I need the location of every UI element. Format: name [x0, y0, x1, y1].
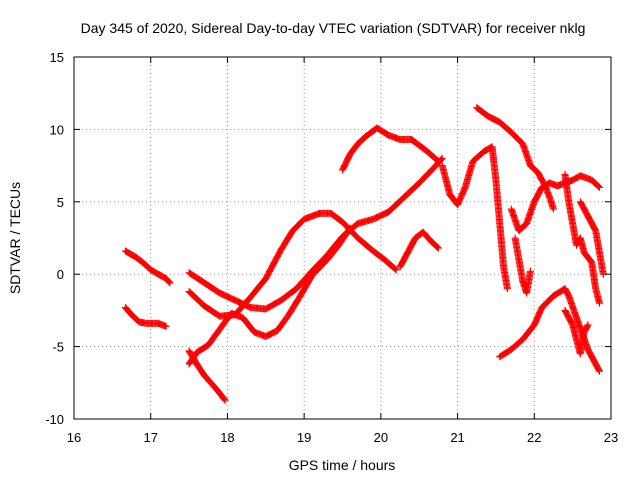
data-point [549, 205, 557, 213]
data-point [165, 278, 173, 286]
x-tick-label: 22 [527, 430, 541, 445]
x-tick-labels: 16 17 18 19 20 21 22 23 [67, 430, 618, 445]
data-point [434, 244, 442, 252]
y-tick-label: 5 [57, 195, 64, 210]
data-point [595, 183, 603, 191]
data-point [595, 299, 603, 307]
data-point [346, 224, 354, 232]
series-arc-11 [507, 172, 603, 235]
data-point [434, 243, 442, 251]
series-arc-2 [121, 304, 170, 330]
data-point [595, 367, 603, 375]
plot-frame [73, 56, 612, 420]
series-arc-16 [576, 198, 607, 278]
y-tick-label: 0 [57, 267, 64, 282]
series-arc-3 [185, 154, 446, 313]
y-tick-label: 15 [50, 50, 64, 65]
x-axis-label: GPS time / hours [289, 457, 396, 473]
data-points [121, 104, 607, 404]
series-arc-7 [339, 124, 442, 174]
chart-title: Day 345 of 2020, Sidereal Day-to-day VTE… [81, 20, 586, 36]
y-axis-label: SDTVAR / TECUs [7, 182, 23, 294]
data-point [433, 156, 441, 164]
series-arc-9 [438, 143, 511, 293]
series-arc-13 [496, 285, 603, 375]
x-tick-label: 23 [604, 430, 618, 445]
y-tick-label: -10 [45, 412, 64, 427]
series-arc-6 [185, 224, 354, 368]
data-point [162, 322, 170, 330]
data-point [345, 225, 353, 233]
series-arc-8 [396, 228, 442, 271]
data-point [595, 183, 603, 191]
series-arc-14 [561, 170, 603, 307]
data-point [584, 321, 592, 329]
data-point [434, 157, 442, 165]
y-tick-label: 10 [50, 122, 64, 137]
series-arc-4 [185, 209, 400, 320]
grid [74, 57, 611, 419]
series-arc-15 [561, 306, 592, 358]
series-arc-1 [121, 247, 174, 287]
data-point [594, 182, 602, 190]
data-point [503, 285, 511, 293]
x-tick-label: 21 [450, 430, 464, 445]
data-point [526, 267, 534, 275]
data-point [595, 366, 603, 374]
x-tick-label: 17 [143, 430, 157, 445]
data-point [221, 396, 229, 404]
x-tick-label: 18 [220, 430, 234, 445]
series-arc-12 [511, 234, 534, 297]
data-point [391, 265, 399, 273]
axis-ticks [73, 56, 612, 420]
data-point [166, 279, 174, 287]
x-tick-label: 19 [297, 430, 311, 445]
data-point [220, 395, 228, 403]
data-point [433, 243, 441, 251]
y-tick-labels: -10 -5 0 5 10 15 [45, 50, 64, 427]
y-tick-label: -5 [52, 340, 64, 355]
data-point [438, 154, 446, 162]
data-point [392, 266, 400, 274]
x-tick-label: 20 [374, 430, 388, 445]
x-tick-label: 16 [67, 430, 81, 445]
series-arc-10 [473, 104, 557, 213]
data-point [164, 277, 172, 285]
